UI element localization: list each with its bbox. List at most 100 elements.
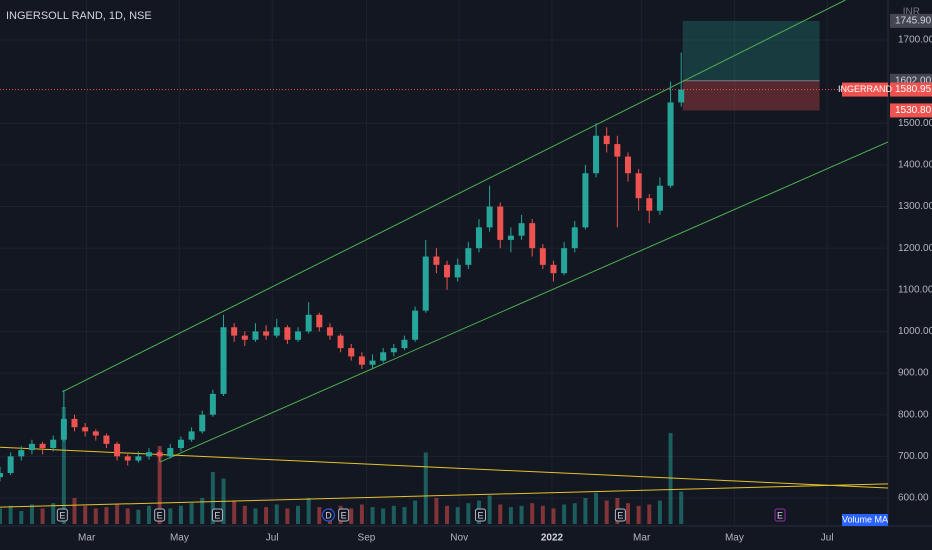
candle-body [518, 223, 525, 236]
candle-body [635, 173, 642, 199]
stop-label-bg [890, 103, 932, 118]
candle-body [656, 185, 663, 211]
candle-body [475, 227, 482, 249]
volume-bar [168, 508, 173, 524]
candle-body [220, 327, 227, 394]
x-tick-label: Nov [450, 533, 468, 544]
volume-bar [264, 507, 269, 524]
volume-bar [210, 472, 215, 524]
symbol-label: INGERRAND [838, 84, 893, 94]
volume-bar [285, 508, 290, 524]
x-tick-label: 2022 [541, 533, 564, 544]
volume-bar [349, 508, 354, 524]
event-marker [338, 508, 350, 522]
y-tick-label: 1500.00 [898, 118, 932, 129]
event-marker [474, 508, 486, 522]
candle-body [614, 144, 621, 157]
candle-body [273, 327, 280, 336]
candle-body [582, 173, 589, 228]
volume-bar [200, 498, 205, 524]
candle-body [348, 348, 355, 357]
event-label: E [617, 510, 623, 520]
volume-bar [445, 505, 450, 524]
candle-body [380, 352, 387, 361]
candle-body [82, 427, 89, 432]
volume-bar [40, 508, 45, 524]
candle-body [50, 439, 57, 449]
volume-bar [413, 500, 418, 524]
candle-body [444, 264, 451, 278]
candle-body [369, 360, 376, 365]
event-marker [321, 508, 335, 522]
volume-bar [391, 505, 396, 524]
candle-body [326, 327, 333, 336]
candle-body [39, 443, 46, 449]
volume-badge [842, 514, 888, 526]
event-marker [614, 508, 626, 522]
volume-bar [530, 503, 535, 524]
plot-area [0, 0, 888, 526]
candle-body [497, 206, 504, 240]
candle-body [167, 448, 174, 457]
volume-bar [253, 508, 258, 524]
volume-bar [540, 505, 545, 524]
event-label: E [777, 510, 783, 520]
volume-bar [104, 507, 109, 524]
target-label-bg [890, 13, 932, 28]
stop-label: 1530.80 [895, 105, 932, 116]
y-tick-label: 900.00 [898, 368, 929, 379]
volume-bar [178, 505, 183, 524]
candle-body [199, 414, 206, 432]
volume-bar [636, 505, 641, 524]
candle-body [571, 227, 578, 249]
candle-body [146, 452, 153, 457]
candle-body [252, 331, 259, 340]
chart-title: INGERSOLL RAND, 1D, NSE [6, 10, 152, 22]
volume-bar [306, 498, 311, 524]
event-label: E [477, 510, 483, 520]
volume-bar [93, 508, 98, 524]
volume-bar [29, 504, 34, 524]
target-zone [682, 20, 820, 81]
volume-bar [359, 504, 364, 524]
candle-body [124, 456, 131, 461]
candle-body [646, 198, 653, 211]
candle-body [18, 450, 25, 457]
volume-bar [572, 503, 577, 524]
volume-bar [61, 407, 66, 524]
volume-label: Volume MA [842, 514, 888, 524]
volume-bar [381, 508, 386, 524]
candle-body [60, 418, 67, 440]
candle-body [316, 314, 323, 328]
event-marker [774, 508, 786, 522]
volume-bar [51, 503, 56, 524]
y-tick-label: 1700.00 [898, 35, 932, 46]
candle-body [284, 327, 291, 340]
candle-body [156, 452, 163, 457]
candle-body [209, 393, 216, 415]
candle-body [667, 102, 674, 186]
event-label: E [157, 510, 163, 520]
last-price-label-bg [890, 82, 932, 97]
x-tick-label: Mar [78, 533, 96, 544]
y-tick-label: 700.00 [898, 451, 929, 462]
volume-bar [551, 508, 556, 524]
candle-body [603, 135, 610, 145]
candle-body [188, 431, 195, 440]
y-tick-label: 1400.00 [898, 160, 932, 171]
candle-body [454, 264, 461, 278]
trend-line [0, 483, 888, 508]
x-tick-label: May [725, 533, 744, 544]
candle-body [529, 223, 536, 249]
volume-bar [594, 492, 599, 524]
candle-body [539, 248, 546, 265]
volume-bar [232, 500, 237, 524]
x-tick-label: May [170, 533, 189, 544]
event-label: E [341, 510, 347, 520]
y-tick-label: 600.00 [898, 493, 929, 504]
event-marker [154, 508, 166, 522]
volume-bar [296, 505, 301, 524]
candle-body [337, 335, 344, 349]
